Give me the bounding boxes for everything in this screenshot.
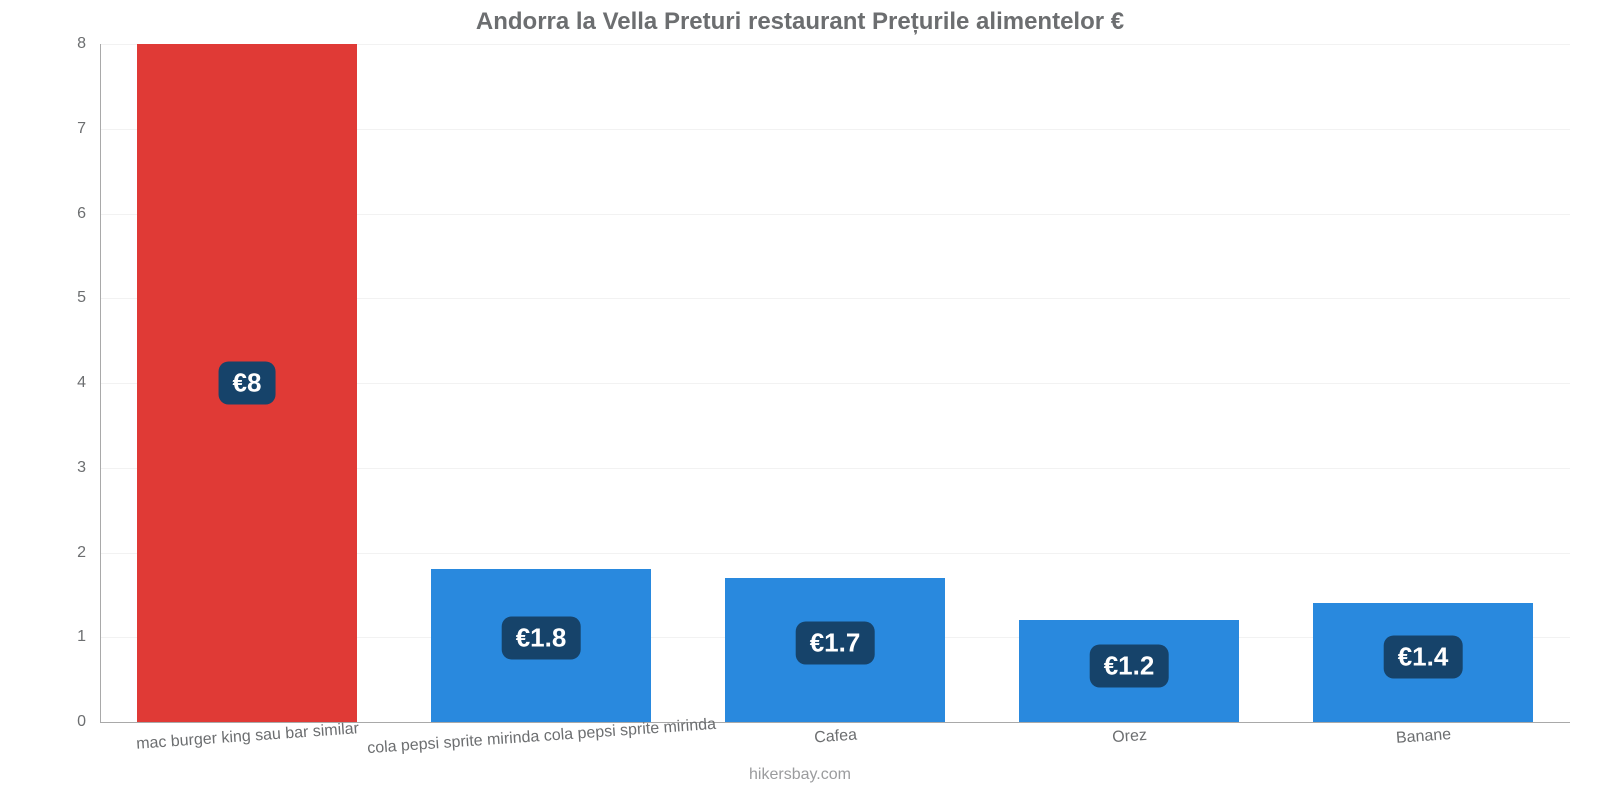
x-tick-label: Orez bbox=[1112, 727, 1148, 747]
value-label: €8 bbox=[219, 362, 276, 405]
attribution: hikersbay.com bbox=[0, 766, 1600, 784]
y-tick-label: 6 bbox=[77, 205, 86, 223]
value-label: €1.4 bbox=[1384, 635, 1463, 678]
value-label: €1.2 bbox=[1090, 645, 1169, 688]
chart-title: Andorra la Vella Preturi restaurant Preț… bbox=[0, 8, 1600, 36]
plot-area: 012345678€8mac burger king sau bar simil… bbox=[100, 44, 1570, 722]
value-label: €1.7 bbox=[796, 621, 875, 664]
y-tick-label: 7 bbox=[77, 120, 86, 138]
price-chart: Andorra la Vella Preturi restaurant Preț… bbox=[0, 0, 1600, 800]
y-tick-label: 8 bbox=[77, 35, 86, 53]
y-tick-label: 2 bbox=[77, 544, 86, 562]
y-tick-label: 4 bbox=[77, 374, 86, 392]
x-tick-label: Banane bbox=[1395, 726, 1451, 748]
value-label: €1.8 bbox=[502, 617, 581, 660]
x-tick-label: mac burger king sau bar similar bbox=[136, 720, 360, 754]
x-tick-label: Cafea bbox=[814, 727, 858, 748]
y-tick-label: 5 bbox=[77, 289, 86, 307]
y-tick-label: 3 bbox=[77, 459, 86, 477]
y-tick-label: 1 bbox=[77, 628, 86, 646]
y-axis bbox=[100, 44, 101, 722]
y-tick-label: 0 bbox=[77, 713, 86, 731]
